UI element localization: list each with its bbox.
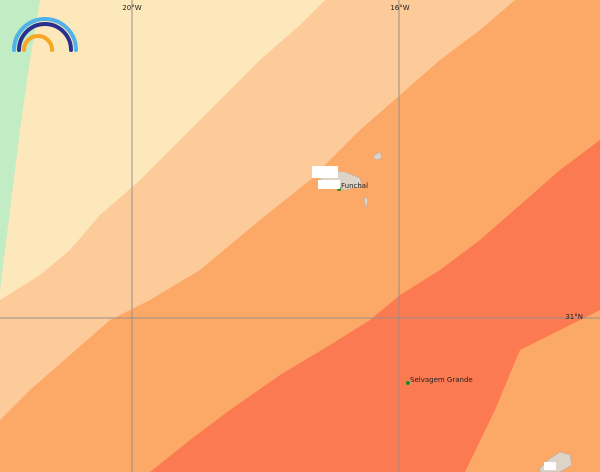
band-green: [0, 0, 40, 290]
island: [363, 195, 369, 210]
label-mask: [312, 166, 338, 178]
latitude-label: 31°N: [565, 313, 583, 321]
logo[interactable]: [12, 17, 78, 52]
place-marker: [406, 381, 410, 385]
place-label: Selvagem Grande: [410, 376, 473, 384]
label-mask: [318, 180, 340, 189]
longitude-label: 20°W: [122, 4, 141, 12]
longitude-label: 16°W: [390, 4, 409, 12]
label-mask: [544, 462, 556, 470]
island: [372, 151, 383, 161]
logo-arc: [17, 22, 73, 52]
logo-arc: [12, 17, 78, 52]
place-label: Funchal: [341, 182, 368, 190]
band-red: [150, 140, 600, 472]
band-yellow: [0, 0, 325, 300]
logo-arc: [22, 34, 54, 52]
